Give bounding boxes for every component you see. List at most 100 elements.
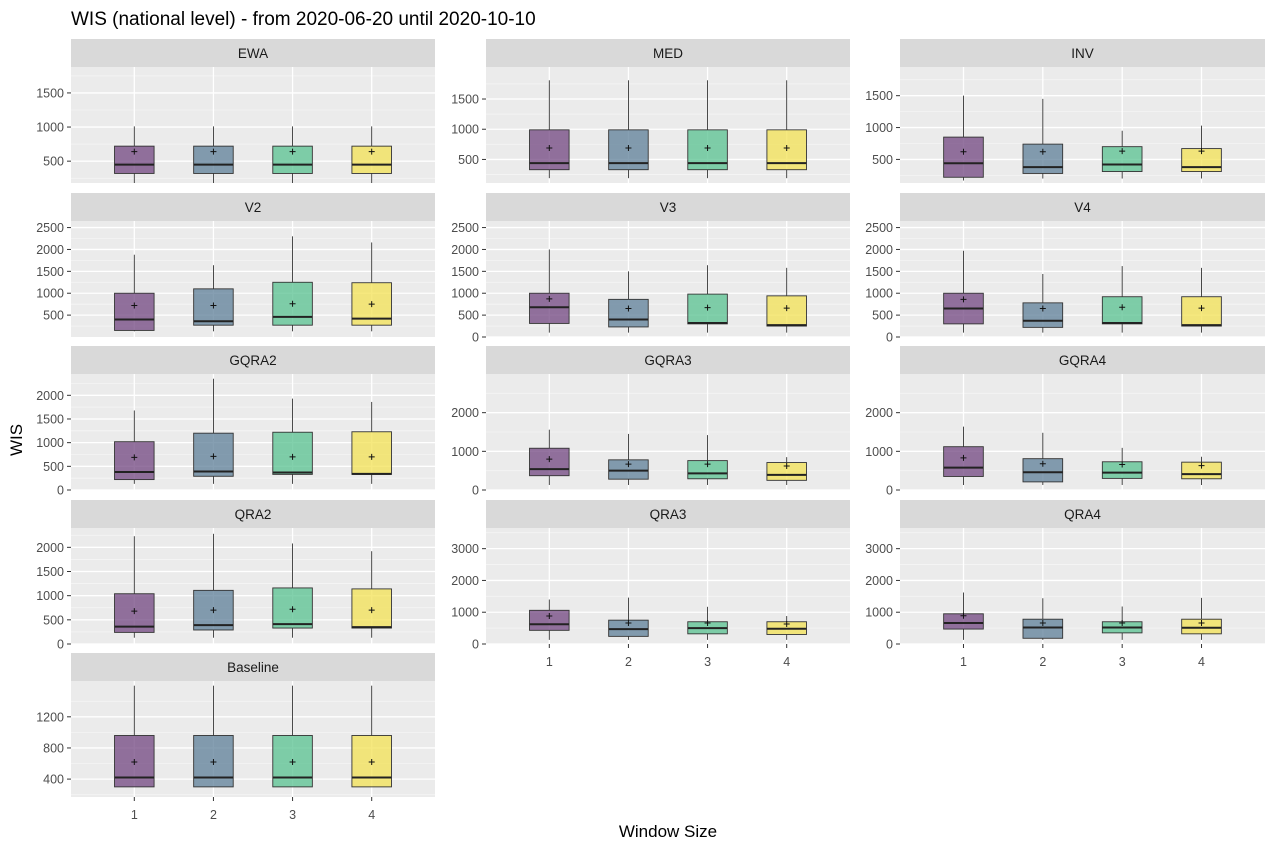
y-tick-label: 1500 [36, 412, 64, 426]
box-v3-2 [608, 271, 649, 333]
y-tick-label: 500 [872, 309, 893, 323]
panel-gqra4: GQRA4 0 1000 2000 [865, 346, 1265, 498]
mean-marker [625, 305, 632, 312]
y-tick-label: 1000 [865, 606, 893, 620]
mean-marker [1198, 305, 1205, 312]
box-qra2-4 [351, 551, 392, 638]
box-baseline-3 [272, 685, 313, 788]
box-body [529, 609, 570, 631]
panel-strip [900, 39, 1265, 67]
y-axis-label: WIS [7, 424, 26, 456]
mean-marker [368, 301, 375, 308]
y-tick-label: 400 [43, 773, 64, 787]
box-body [943, 446, 984, 477]
panel-strip-label: INV [1071, 46, 1094, 61]
y-tick-label: 0 [57, 638, 64, 652]
y-tick-label: 1000 [36, 436, 64, 450]
mean-marker [289, 148, 296, 155]
x-tick-label: 4 [1198, 655, 1205, 669]
y-tick-label: 2000 [451, 574, 479, 588]
box-qra4-3 [1101, 606, 1143, 640]
y-tick-label: 1500 [865, 265, 893, 279]
box-qra4-1 [943, 592, 984, 640]
panel-strip [900, 193, 1265, 221]
box-gqra3-1 [529, 429, 570, 485]
mean-marker [131, 758, 138, 765]
mean-marker [960, 454, 967, 461]
mean-marker [704, 144, 711, 151]
box-gqra2-3 [272, 398, 313, 484]
box-body [272, 431, 313, 475]
panel-strip-label: GQRA4 [1059, 353, 1107, 368]
mean-marker [289, 758, 296, 765]
y-tick-label: 1000 [865, 121, 893, 135]
x-tick-label: 1 [960, 655, 967, 669]
box-ewa-3 [272, 126, 313, 183]
y-tick-label: 500 [43, 613, 64, 627]
y-tick-label: 500 [458, 309, 479, 323]
panel-strip [71, 39, 435, 67]
y-tick-label: 0 [886, 484, 893, 498]
mean-marker [625, 144, 632, 151]
mean-marker [210, 148, 217, 155]
panel-v3: V3 0 500 1000 1500 2000 2500 [451, 193, 850, 345]
x-tick-label: 1 [131, 808, 138, 822]
box-body [943, 136, 984, 178]
mean-marker [783, 144, 790, 151]
box-qra2-2 [193, 533, 234, 638]
y-tick-label: 1500 [36, 565, 64, 579]
mean-marker [1039, 305, 1046, 312]
y-tick-label: 1000 [865, 445, 893, 459]
box-ewa-2 [193, 126, 234, 183]
y-tick-label: 2500 [36, 221, 64, 235]
box-v4-2 [1022, 273, 1064, 333]
mean-marker [368, 453, 375, 460]
mean-marker [546, 456, 553, 463]
mean-marker [131, 608, 138, 615]
box-inv-2 [1022, 98, 1064, 179]
panel-strip-label: GQRA3 [644, 353, 691, 368]
y-tick-label: 1500 [36, 265, 64, 279]
box-v4-1 [943, 250, 984, 333]
box-gqra4-1 [943, 426, 984, 485]
panel-baseline: Baseline 400 800 1200 1 2 3 4 [36, 653, 435, 822]
y-tick-label: 2000 [451, 243, 479, 257]
y-tick-label: 1000 [865, 287, 893, 301]
facet-panels: EWA50010001500MED50010001500INV500100015… [36, 39, 1265, 822]
panel-qra3: QRA3 0 1000 2000 3000 1 2 3 4 [451, 500, 850, 669]
mean-marker [1119, 304, 1126, 311]
mean-marker [131, 302, 138, 309]
panel-v4: V4 0 500 1000 1500 2000 2500 [865, 193, 1265, 345]
box-med-1 [529, 80, 570, 179]
mean-marker [1119, 620, 1126, 627]
y-tick-label: 500 [458, 153, 479, 167]
y-tick-label: 500 [43, 155, 64, 169]
panel-v2: V2 500 1000 1500 2000 2500 [36, 193, 435, 337]
box-med-4 [766, 80, 807, 179]
mean-marker [1119, 461, 1126, 468]
box-body [1022, 618, 1064, 639]
mean-marker [546, 613, 553, 620]
mean-marker [960, 612, 967, 619]
box-body [1181, 296, 1222, 327]
mean-marker [289, 606, 296, 613]
y-tick-label: 2500 [451, 221, 479, 235]
panel-gqra3: GQRA3 0 1000 2000 [451, 346, 850, 498]
panel-strip-label: GQRA2 [229, 353, 276, 368]
panel-strip-label: MED [653, 46, 683, 61]
box-gqra3-3 [687, 435, 728, 485]
mean-marker [131, 454, 138, 461]
box-qra3-3 [687, 606, 728, 640]
box-med-2 [608, 80, 649, 179]
panel-strip-label: V4 [1074, 200, 1091, 215]
box-gqra3-4 [766, 457, 807, 485]
box-v2-2 [193, 265, 234, 332]
mean-marker [1039, 460, 1046, 467]
mean-marker [210, 302, 217, 309]
panel-strip-label: V2 [245, 200, 262, 215]
mean-marker [1039, 148, 1046, 155]
box-body [608, 459, 649, 480]
box-gqra4-3 [1101, 447, 1143, 485]
